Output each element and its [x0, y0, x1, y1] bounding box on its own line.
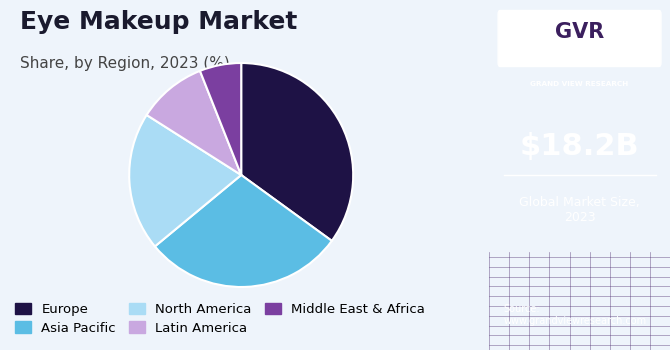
Wedge shape	[147, 71, 241, 175]
FancyBboxPatch shape	[498, 10, 661, 66]
Wedge shape	[155, 175, 332, 287]
Text: Source:
www.grandviewresearch.com: Source: www.grandviewresearch.com	[504, 304, 647, 326]
Text: Share, by Region, 2023 (%): Share, by Region, 2023 (%)	[19, 56, 229, 71]
Wedge shape	[129, 115, 241, 246]
Text: GRAND VIEW RESEARCH: GRAND VIEW RESEARCH	[531, 81, 628, 87]
Text: GVR: GVR	[555, 21, 604, 42]
Legend: Europe, Asia Pacific, North America, Latin America, Middle East & Africa: Europe, Asia Pacific, North America, Lat…	[9, 297, 431, 340]
Text: Global Market Size,
2023: Global Market Size, 2023	[519, 196, 640, 224]
Text: $18.2B: $18.2B	[520, 133, 639, 161]
Wedge shape	[241, 63, 353, 241]
Text: Eye Makeup Market: Eye Makeup Market	[19, 10, 297, 35]
Wedge shape	[200, 63, 241, 175]
